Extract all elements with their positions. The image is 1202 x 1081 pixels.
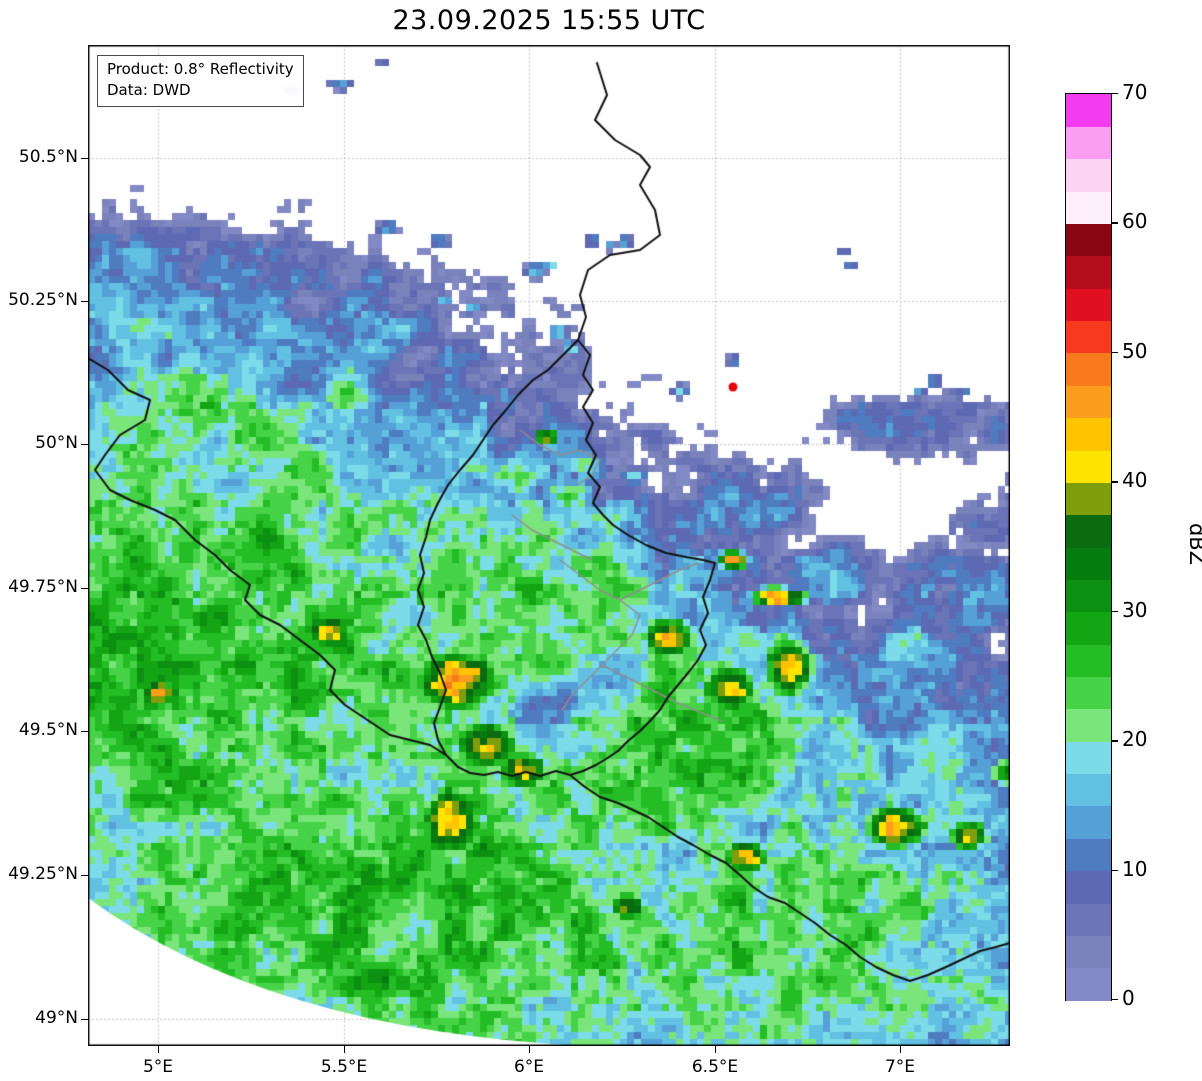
data-source-label: Data: DWD (107, 81, 191, 99)
colorbar-band (1066, 870, 1111, 904)
lat-tick-mark (81, 731, 88, 733)
lon-tick-mark (715, 1046, 717, 1053)
colorbar-band (1066, 708, 1111, 742)
lat-tick-mark (81, 875, 88, 877)
lon-tick-label: 7°E (884, 1057, 916, 1077)
colorbar-tick-label: 40 (1122, 468, 1148, 493)
colorbar-band (1066, 805, 1111, 839)
product-label: Product: 0.8° Reflectivity (107, 60, 294, 78)
colorbar-band (1066, 385, 1111, 419)
product-legend-box: Product: 0.8° Reflectivity Data: DWD (97, 55, 304, 107)
colorbar-tick-mark (1111, 999, 1118, 1001)
lon-tick-mark (529, 1046, 531, 1053)
lat-tick-label: 50°N (35, 433, 78, 453)
colorbar-band (1066, 611, 1111, 645)
colorbar-tick-label: 0 (1122, 986, 1135, 1010)
colorbar-tick-mark (1111, 740, 1118, 742)
colorbar-band (1066, 547, 1111, 580)
lon-tick-mark (158, 1046, 160, 1053)
colorbar-band (1066, 838, 1111, 872)
colorbar-band (1066, 158, 1111, 192)
colorbar-tick-mark (1111, 481, 1118, 483)
lat-tick-label: 49.25°N (8, 864, 78, 884)
colorbar-tick-label: 30 (1122, 597, 1148, 622)
lat-tick-label: 50.25°N (8, 290, 78, 310)
colorbar-band (1066, 223, 1111, 257)
colorbar-tick-mark (1111, 610, 1118, 613)
colorbar-tick-label: 20 (1122, 727, 1148, 752)
colorbar-band (1066, 773, 1111, 807)
colorbar-band (1066, 644, 1111, 678)
colorbar-tick-label: 50 (1122, 338, 1148, 363)
colorbar-tick-label: 70 (1122, 80, 1148, 104)
colorbar-band (1066, 352, 1111, 386)
colorbar-band (1066, 126, 1111, 160)
lat-tick-mark (81, 588, 88, 590)
colorbar-band (1066, 449, 1111, 483)
lon-tick-label: 6.5°E (691, 1057, 739, 1077)
lon-tick-mark (900, 1046, 902, 1053)
colorbar-band (1066, 676, 1111, 710)
lat-tick-mark (81, 444, 88, 446)
lat-tick-label: 49.75°N (8, 577, 78, 597)
colorbar-band (1066, 514, 1111, 548)
colorbar-tick-mark (1111, 351, 1118, 354)
colorbar-band (1066, 94, 1111, 127)
lat-tick-mark (81, 301, 88, 303)
lat-tick-label: 49°N (35, 1008, 78, 1028)
colorbar-band (1066, 255, 1111, 289)
colorbar-band (1066, 191, 1111, 225)
lat-tick-label: 49.5°N (18, 720, 78, 740)
colorbar-unit-label: dBZ (1185, 522, 1202, 566)
colorbar-band (1066, 320, 1111, 354)
colorbar (1065, 93, 1112, 1001)
colorbar-band (1066, 579, 1111, 613)
radar-map-canvas (88, 45, 1010, 1046)
lon-tick-label: 5°E (142, 1057, 174, 1077)
colorbar-band (1066, 902, 1111, 936)
lat-tick-label: 50.5°N (18, 147, 78, 167)
colorbar-band (1066, 741, 1111, 775)
colorbar-tick-mark (1111, 93, 1118, 95)
colorbar-tick-mark (1111, 222, 1118, 224)
lon-tick-mark (344, 1046, 346, 1053)
lon-tick-label: 5.5°E (320, 1057, 368, 1077)
colorbar-tick-mark (1111, 869, 1118, 871)
colorbar-band (1066, 288, 1111, 322)
colorbar-band (1066, 482, 1111, 516)
colorbar-tick-label: 10 (1122, 856, 1148, 881)
lat-tick-mark (81, 1019, 88, 1021)
lon-tick-label: 6°E (513, 1057, 545, 1077)
lat-tick-mark (81, 158, 88, 160)
colorbar-band (1066, 935, 1111, 969)
colorbar-band (1066, 417, 1111, 451)
colorbar-tick-label: 60 (1122, 209, 1148, 234)
plot-title: 23.09.2025 15:55 UTC (392, 5, 706, 36)
colorbar-band (1066, 967, 1111, 1001)
